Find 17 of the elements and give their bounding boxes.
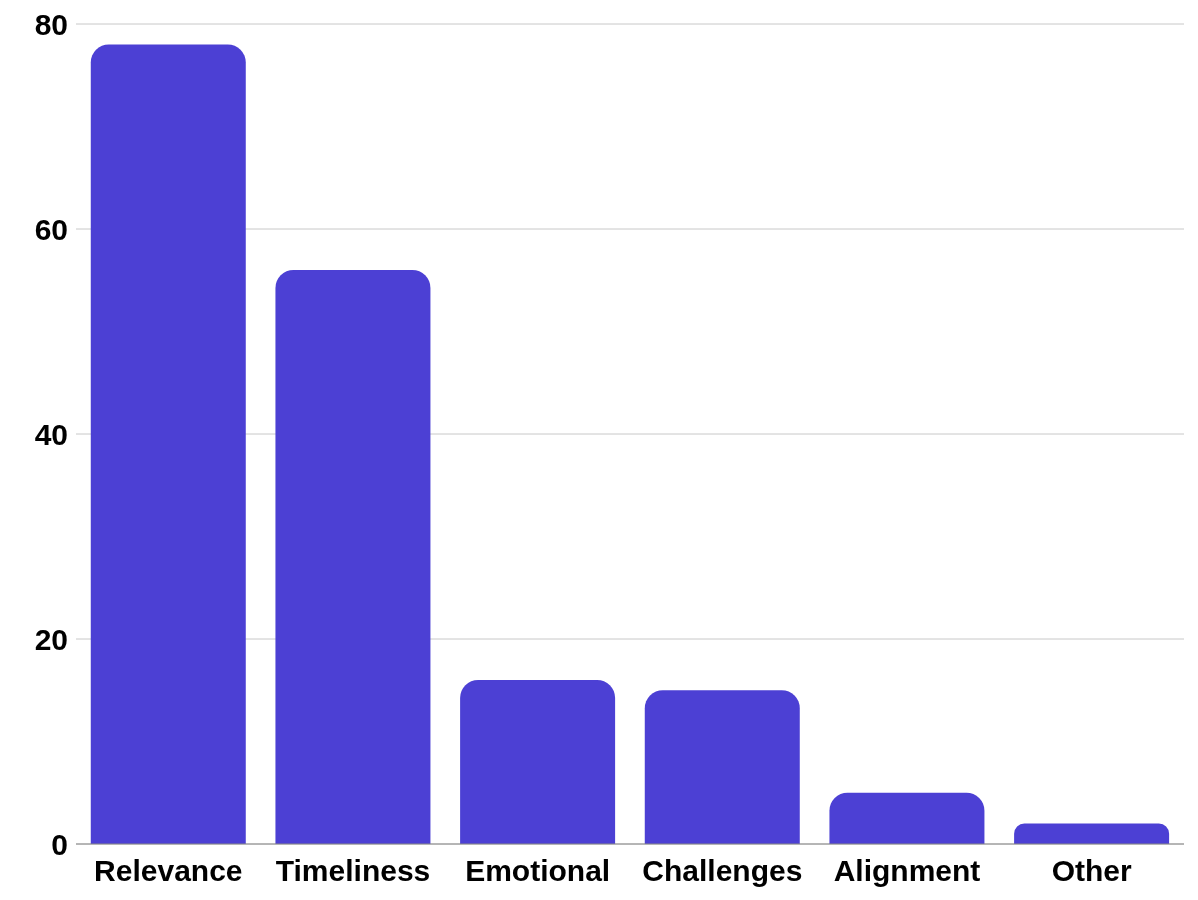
y-tick-label: 0 xyxy=(51,827,68,861)
x-tick-label: Other xyxy=(1051,854,1132,888)
bar xyxy=(90,44,246,844)
x-tick-label: Relevance xyxy=(94,854,243,888)
y-tick-label: 60 xyxy=(34,212,68,246)
y-tick-label: 40 xyxy=(34,417,68,451)
x-tick-label: Alignment xyxy=(833,854,981,888)
bar xyxy=(829,792,985,844)
bar xyxy=(1014,823,1170,844)
bar xyxy=(275,270,431,844)
x-tick-label: Challenges xyxy=(642,854,803,888)
x-tick-label: Emotional xyxy=(465,854,611,888)
x-tick-label: Timeliness xyxy=(275,854,431,888)
y-tick-label: 20 xyxy=(34,622,68,656)
bar xyxy=(644,690,800,844)
bar xyxy=(460,680,616,844)
y-tick-label: 80 xyxy=(34,7,68,41)
